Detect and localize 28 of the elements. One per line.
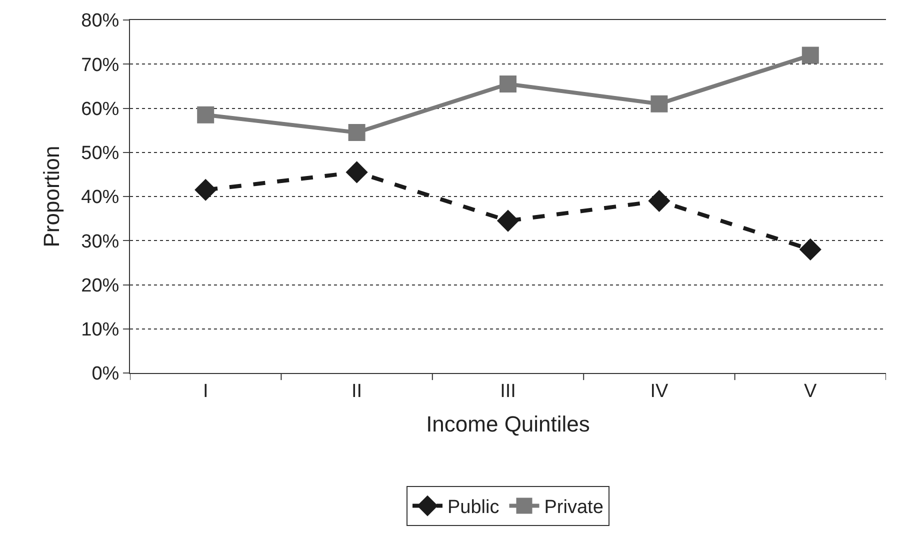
y-tick-label: 0%	[92, 364, 120, 385]
y-axis-title: Proportion	[38, 146, 64, 248]
point	[348, 124, 366, 142]
x-tick-label: III	[500, 380, 516, 402]
x-tick-label: I	[202, 380, 208, 402]
point	[496, 210, 520, 232]
y-tick-label: 40%	[81, 187, 120, 208]
point	[799, 238, 822, 260]
y-tick-label: 60%	[81, 98, 120, 120]
y-tick-label: 30%	[81, 231, 120, 252]
point	[648, 190, 670, 212]
x-tick-label: II	[352, 380, 362, 402]
point	[650, 95, 668, 112]
point	[500, 75, 516, 92]
x-tick-label: IV	[650, 380, 668, 402]
point	[194, 178, 217, 201]
y-tick-label: 20%	[81, 275, 120, 296]
legend-label: Private	[544, 497, 604, 518]
x-tick-label: V	[804, 380, 818, 402]
x-axis-title: Income Quintiles	[426, 412, 590, 437]
point	[197, 106, 214, 124]
point	[802, 46, 819, 64]
y-tick-label: 80%	[81, 10, 120, 32]
y-tick-label: 10%	[81, 320, 120, 341]
y-tick-label: 70%	[81, 54, 120, 76]
point	[346, 161, 368, 184]
y-tick-label: 50%	[81, 143, 120, 164]
legend-label: Public	[448, 497, 500, 518]
